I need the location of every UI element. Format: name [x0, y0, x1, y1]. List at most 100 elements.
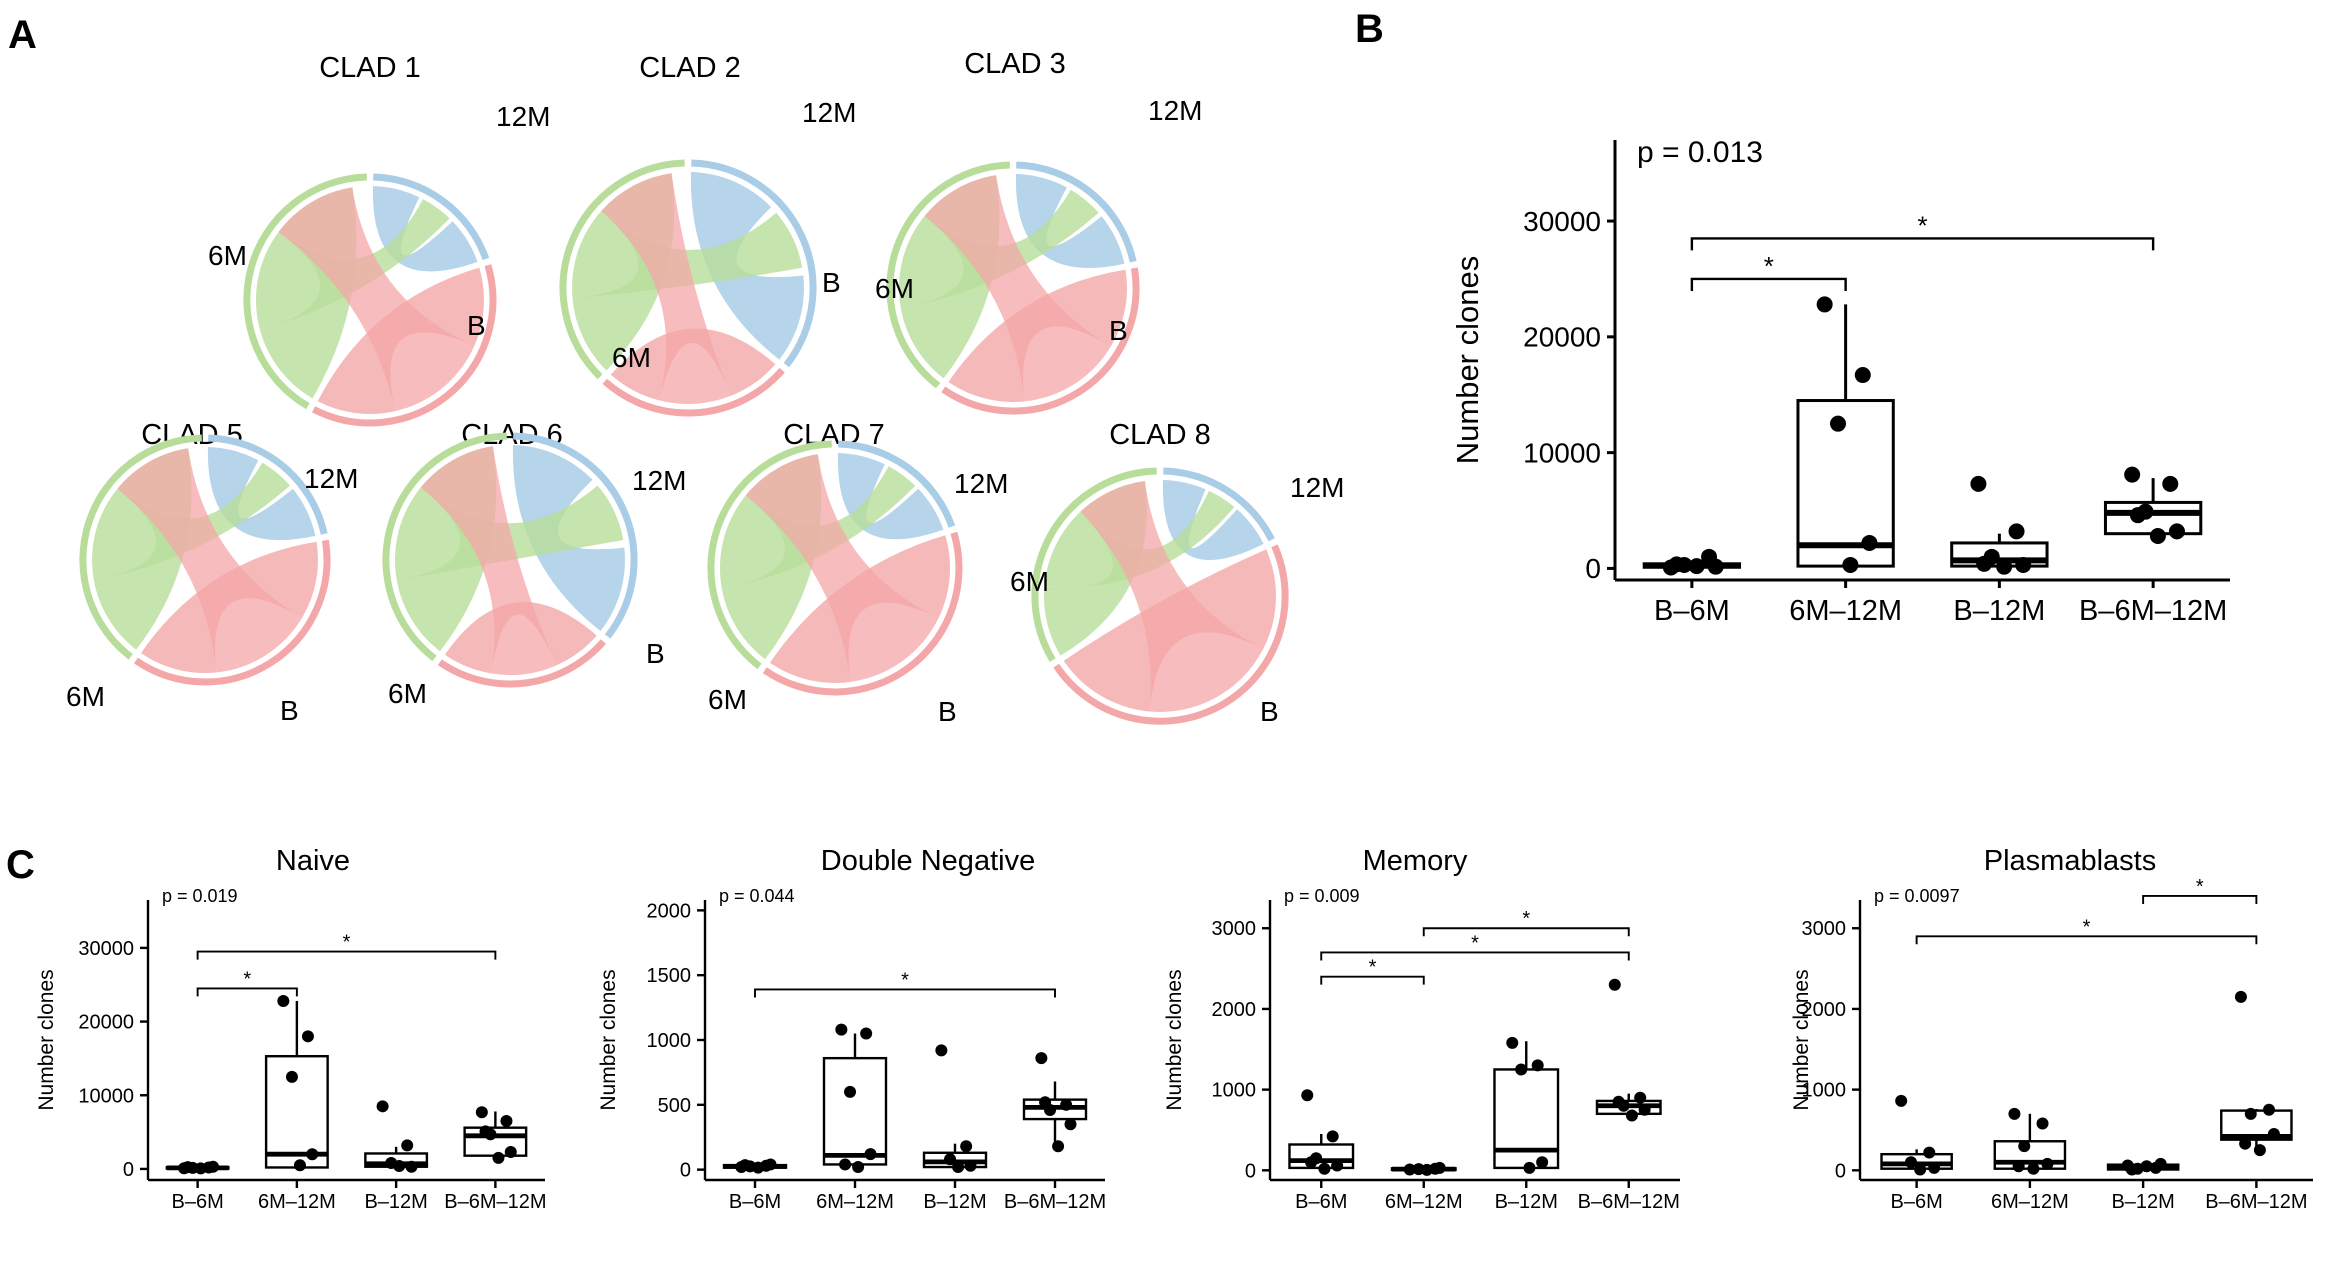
box-iqr: [264, 1055, 329, 1169]
box-iqr: [822, 1056, 888, 1166]
significance-label: *: [1471, 932, 1479, 954]
chord-sector-12m: [1163, 467, 1275, 542]
significance-label: *: [1369, 957, 1377, 979]
box-1: [1288, 1089, 1355, 1175]
box-iqr: [1493, 1068, 1560, 1170]
y-tick-label: 30000: [78, 938, 134, 960]
data-point: [2267, 1128, 2280, 1141]
data-point: [1305, 1156, 1318, 1169]
chart-c-memory: Memory 0 1000 2000 3000 Number clones p = 0.00…: [1163, 845, 1680, 1213]
significance-label: *: [1917, 210, 1927, 240]
p-value-label: p = 0.044: [719, 886, 795, 906]
chord-label-6m: 6M: [708, 684, 747, 715]
data-point: [1612, 1095, 1625, 1108]
data-point: [839, 1158, 852, 1171]
chord-sector-6m: [79, 434, 202, 660]
data-point: [2263, 1103, 2276, 1116]
x-tick-label: B–6M: [1654, 595, 1730, 627]
chord-title: CLAD 2: [639, 52, 741, 84]
data-point: [835, 1023, 848, 1036]
data-point: [194, 1162, 207, 1175]
data-point: [2149, 528, 2166, 544]
chord-sector-b: [312, 264, 497, 427]
chord-sector-b: [941, 267, 1140, 415]
data-point: [2015, 556, 2032, 573]
data-point: [504, 1146, 517, 1158]
data-point: [2244, 1107, 2257, 1120]
significance-label: *: [2196, 876, 2204, 898]
data-point: [2129, 507, 2146, 524]
chord-diagram-5: CLAD 6 12M 6M B: [382, 419, 686, 709]
chord-sector-6m: [1031, 467, 1157, 662]
data-point: [1331, 1159, 1344, 1172]
data-point: [935, 1044, 948, 1057]
chord-label-b: B: [938, 696, 957, 727]
chord-ribbon-12m-self: [690, 172, 804, 360]
y-tick-label: 1500: [647, 965, 692, 987]
box-2: [1796, 296, 1895, 573]
data-point: [739, 1159, 752, 1172]
x-tick-label: B–6M: [729, 1191, 781, 1213]
data-point: [2036, 1117, 2049, 1130]
y-tick-label: 0: [1835, 1160, 1846, 1182]
data-point: [2027, 1162, 2040, 1175]
box-4: [2220, 990, 2293, 1157]
chord-sector-b: [602, 367, 785, 417]
chord-label-12m: 12M: [632, 465, 686, 496]
significance-label: *: [343, 932, 351, 954]
x-tick-label: 6M–12M: [258, 1191, 336, 1213]
significance-label: *: [1522, 908, 1530, 930]
chart-c-plasmablasts: Plasmablasts 0 1000 2000 3000 Number clones p …: [1790, 845, 2313, 1213]
data-point: [306, 1148, 319, 1161]
chord-sector-6m: [886, 161, 1010, 389]
data-point: [479, 1125, 492, 1138]
x-tick-label: B–6M–12M: [1004, 1191, 1106, 1213]
chord-label-6m: 6M: [612, 342, 651, 373]
chord-label-b: B: [1109, 315, 1128, 346]
box-iqr: [2103, 500, 2203, 536]
data-point: [2162, 475, 2179, 492]
significance-bracket: [1422, 927, 1630, 937]
data-point: [181, 1161, 194, 1174]
data-point: [1996, 558, 2013, 575]
box-3: [1950, 475, 2049, 575]
data-point: [2154, 1157, 2167, 1170]
data-point: [500, 1115, 513, 1128]
chart-title: Naive: [276, 845, 350, 877]
y-tick-label: 20000: [78, 1012, 134, 1034]
box-2: [822, 1023, 888, 1174]
chord-sector-b: [133, 539, 331, 686]
data-point: [1970, 475, 1987, 492]
box-4: [463, 1106, 528, 1164]
chart-c-naive: Naive 0 10000 20000 30000 Number clones p = 0.…: [35, 845, 547, 1213]
chord-sector-12m: [691, 159, 817, 368]
data-point: [1854, 367, 1871, 384]
box-2: [1993, 1107, 2067, 1175]
y-tick-label: 500: [658, 1095, 691, 1117]
chord-label-12m: 12M: [802, 97, 856, 128]
chord-diagram-3: CLAD 3 12M 6M B: [875, 48, 1202, 415]
significance-bracket: [1320, 951, 1630, 961]
box-1: [165, 1160, 230, 1175]
data-point: [207, 1160, 220, 1173]
box-4: [2103, 466, 2203, 544]
data-point: [1914, 1163, 1927, 1176]
chord-ribbon-12m-6m: [1044, 490, 1235, 588]
data-point: [2234, 990, 2247, 1003]
data-point: [1928, 1161, 1941, 1174]
chord-label-12m: 12M: [1148, 95, 1202, 126]
chord-diagram-1: CLAD 1 12M 6M B: [208, 52, 550, 427]
data-point: [1531, 1059, 1544, 1072]
data-point: [1039, 1096, 1052, 1109]
y-tick-label: 20000: [1523, 322, 1601, 353]
x-tick-label: 6M–12M: [816, 1191, 894, 1213]
data-point: [2008, 523, 2025, 540]
p-value-label: p = 0.009: [1284, 886, 1360, 906]
chord-sector-b: [1053, 544, 1289, 725]
significance-label: *: [1764, 251, 1774, 281]
data-point: [2125, 1163, 2138, 1176]
chord-label-b: B: [646, 638, 665, 669]
chord-label-6m: 6M: [66, 681, 105, 712]
data-point: [1515, 1063, 1528, 1076]
